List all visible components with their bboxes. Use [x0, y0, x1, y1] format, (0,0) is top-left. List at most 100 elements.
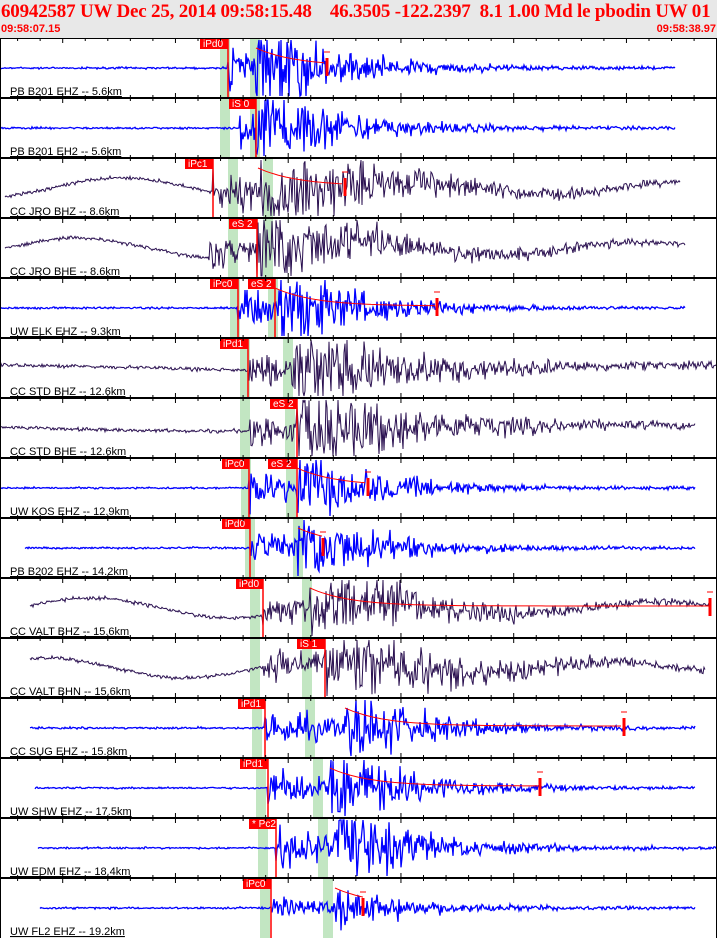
- predicted-s-band: [302, 638, 312, 698]
- pick-flag[interactable]: [268, 458, 297, 469]
- coda-end-marker[interactable]: [361, 898, 365, 916]
- pick-label: iPd0: [203, 39, 223, 50]
- predicted-s-band: [263, 218, 273, 278]
- waveform: [34, 759, 696, 817]
- coda-end-marker[interactable]: [622, 718, 626, 736]
- trace-10[interactable]: iPd0 CC VALT BHZ -- 15.6km: [0, 573, 717, 638]
- coda-end-marker[interactable]: [538, 778, 542, 796]
- pick-label: iPc0: [246, 879, 266, 890]
- coda-decay-curve: [329, 767, 538, 787]
- waveform: [0, 39, 676, 98]
- waveform: [4, 159, 681, 217]
- waveform: [0, 279, 686, 337]
- pick-flag[interactable]: [238, 698, 265, 709]
- seismogram-panel[interactable]: iPd0 PB B201 EHZ -- 5.6km iS 0 PB B201 EH2 …: [0, 38, 717, 938]
- trace-8[interactable]: iPc0 eS 2 UW KOS EHZ -- 12.9km: [0, 453, 717, 518]
- pick-label: iPc0: [225, 459, 245, 470]
- waveform: [0, 339, 717, 397]
- coda-end-marker[interactable]: [343, 178, 347, 196]
- waveform: [0, 99, 676, 157]
- pick-label: iPd0: [239, 579, 259, 590]
- station-label: UW KOS EHZ -- 12.9km: [10, 506, 129, 518]
- station-label: UW SHW EHZ -- 17.5km: [10, 806, 132, 818]
- pick-flag[interactable]: [185, 158, 213, 169]
- predicted-s-band: [283, 338, 293, 398]
- station-label: CC JRO BHE -- 8.6km: [10, 266, 120, 278]
- pick-label: iPc0: [213, 279, 233, 290]
- coda-decay-curve: [309, 587, 710, 607]
- pick-flag[interactable]: [222, 518, 250, 529]
- station-label: CC STD BHE -- 12.6km: [10, 446, 126, 458]
- pick-label: iPc1: [188, 159, 208, 170]
- trace-14[interactable]: * Pc2 UW EDM EHZ -- 18.4km: [0, 813, 717, 878]
- coda-end-marker[interactable]: [321, 538, 325, 556]
- predicted-p-band: [228, 218, 238, 278]
- coda-decay-curve: [344, 707, 621, 727]
- predicted-s-band: [302, 578, 312, 638]
- pick-label: eS 2: [232, 219, 253, 230]
- trace-6[interactable]: iPd1 CC STD BHZ -- 12.6km: [0, 333, 717, 398]
- station-label: PB B202 EHZ -- 14.2km: [10, 566, 128, 578]
- trace-4[interactable]: eS 2 CC JRO BHE -- 8.6km: [0, 213, 717, 278]
- pick-flag[interactable]: [248, 278, 275, 289]
- station-label: PB B201 EH2 -- 5.6km: [10, 146, 121, 158]
- pick-flag[interactable]: [297, 638, 325, 649]
- pick-label: iPd1: [241, 699, 261, 710]
- event-title: 60942587 UW Dec 25, 2014 09:58:15.48 46.…: [1, 1, 717, 22]
- event-header: 60942587 UW Dec 25, 2014 09:58:15.48 46.…: [0, 0, 717, 38]
- predicted-s-band: [305, 698, 315, 758]
- coda-end-marker[interactable]: [435, 298, 439, 316]
- pick-label: * Pc2: [252, 819, 276, 830]
- pick-flag[interactable]: [222, 458, 249, 469]
- pick-flag[interactable]: [229, 218, 257, 229]
- coda-end-marker[interactable]: [366, 478, 370, 496]
- waveform: [0, 459, 696, 517]
- waveform: [29, 699, 696, 757]
- coda-end-marker[interactable]: [325, 58, 329, 76]
- station-label: CC JRO BHZ -- 8.6km: [10, 206, 119, 218]
- trace-11[interactable]: iS 1 CC VALT BHN -- 15.6km: [0, 633, 717, 698]
- waveform: [29, 639, 706, 697]
- pick-flag[interactable]: [236, 578, 263, 589]
- waveform: [4, 219, 686, 277]
- coda-decay-curve: [257, 167, 343, 185]
- pick-label: iPd1: [223, 339, 243, 350]
- pick-label: iPd0: [225, 519, 245, 530]
- coda-decay-curve: [296, 467, 366, 484]
- station-label: UW FL2 EHZ -- 19.2km: [10, 926, 125, 938]
- pick-flag[interactable]: [200, 38, 228, 49]
- pick-flag[interactable]: [220, 338, 248, 349]
- coda-end-marker[interactable]: [708, 598, 712, 616]
- pick-flag[interactable]: [249, 818, 276, 829]
- pick-label: eS 2: [271, 459, 292, 470]
- trace-7[interactable]: eS 2 CC STD BHE -- 12.6km: [0, 393, 717, 458]
- trace-3[interactable]: iPc1 CC JRO BHZ -- 8.6km: [0, 153, 717, 218]
- pick-label: iS 1: [300, 639, 318, 650]
- pick-flag[interactable]: [243, 878, 271, 889]
- coda-decay-curve: [297, 527, 323, 537]
- trace-9[interactable]: iPd0 PB B202 EHZ -- 14.2km: [0, 513, 717, 578]
- predicted-s-band: [263, 158, 273, 218]
- trace-12[interactable]: iPd1 CC SUG EHZ -- 15.8km: [0, 693, 717, 758]
- station-label: UW ELK EHZ -- 9.3km: [10, 326, 121, 338]
- trace-15[interactable]: iPc0 UW FL2 EHZ -- 19.2km: [0, 873, 717, 938]
- station-label: CC VALT BHN -- 15.6km: [10, 686, 130, 698]
- trace-1[interactable]: iPd0 PB B201 EHZ -- 5.6km: [0, 38, 717, 98]
- coda-decay-curve: [334, 887, 364, 898]
- station-label: CC VALT BHZ -- 15.6km: [10, 626, 129, 638]
- end-time: 09:58:38.97: [656, 23, 716, 35]
- predicted-p-band: [250, 578, 260, 638]
- pick-flag[interactable]: [210, 278, 238, 289]
- pick-flag[interactable]: [229, 98, 256, 109]
- pick-label: iPd1: [243, 759, 263, 770]
- pick-flag[interactable]: [270, 398, 297, 409]
- station-label: PB B201 EHZ -- 5.6km: [10, 86, 122, 98]
- trace-5[interactable]: iPc0 eS 2 UW ELK EHZ -- 9.3km: [0, 273, 717, 338]
- waveform: [24, 519, 696, 577]
- coda-decay-curve: [255, 47, 325, 64]
- trace-13[interactable]: iPd1 UW SHW EHZ -- 17.5km: [0, 753, 717, 818]
- pick-label: iS 0: [232, 99, 250, 110]
- waveform: [29, 579, 711, 637]
- pick-flag[interactable]: [240, 758, 268, 769]
- trace-2[interactable]: iS 0 PB B201 EH2 -- 5.6km: [0, 93, 717, 158]
